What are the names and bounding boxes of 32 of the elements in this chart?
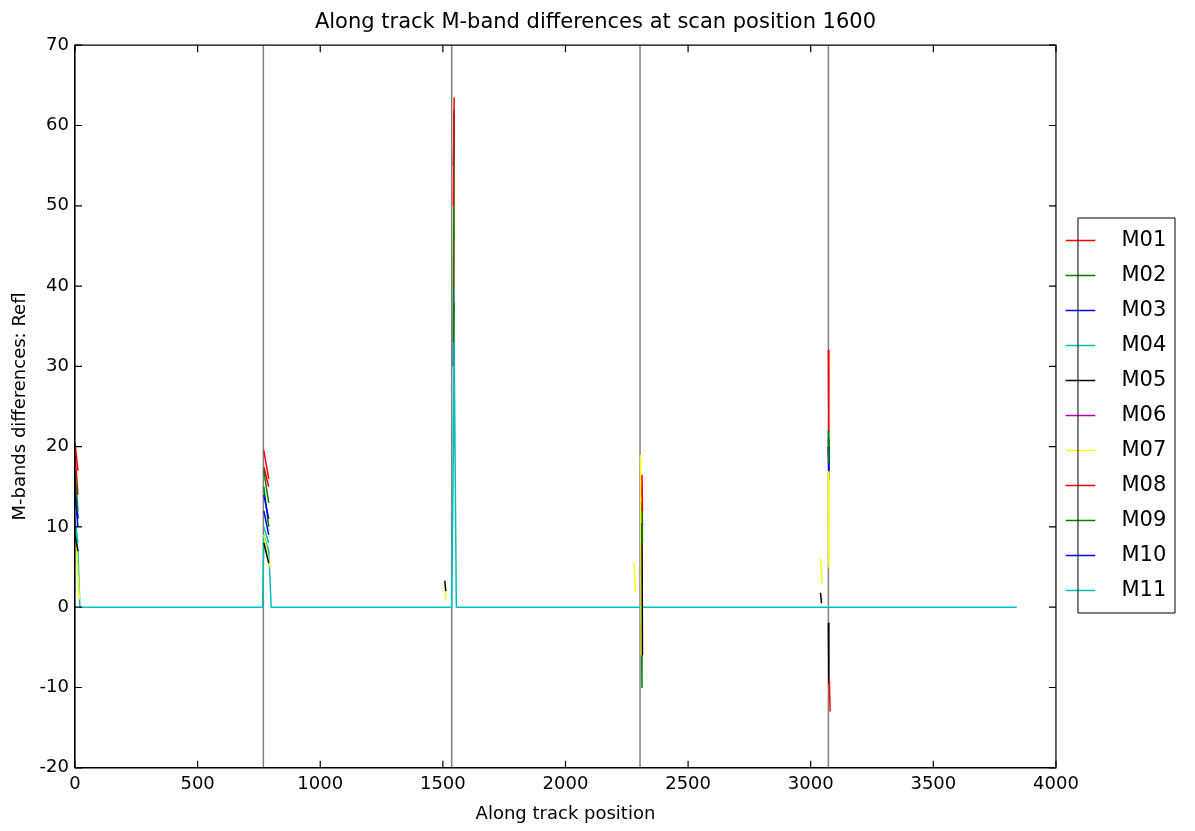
legend-label: M04 bbox=[1101, 331, 1174, 356]
x-axis-title: Along track position bbox=[475, 801, 656, 823]
y-tick-label: 40 bbox=[46, 273, 69, 295]
legend-label: M06 bbox=[1101, 401, 1174, 426]
x-tick-label: 2000 bbox=[542, 772, 589, 794]
x-tick-label: 1500 bbox=[419, 772, 466, 794]
legend-label: M10 bbox=[1101, 541, 1174, 566]
legend-label: M03 bbox=[1101, 296, 1174, 321]
legend-label: M05 bbox=[1101, 366, 1174, 391]
x-tick-label: 500 bbox=[180, 772, 215, 794]
x-tick-label: 4000 bbox=[1033, 772, 1079, 794]
y-tick-label: 0 bbox=[57, 594, 69, 616]
y-tick-label: 10 bbox=[46, 514, 69, 536]
legend-label: M08 bbox=[1101, 471, 1174, 496]
y-axis-title: M-bands differences: Refl bbox=[8, 292, 30, 521]
x-tick-label: 3500 bbox=[910, 772, 957, 794]
y-tick-label: -10 bbox=[39, 675, 69, 697]
x-tick-label: 1000 bbox=[297, 772, 344, 794]
y-tick-label: 30 bbox=[46, 354, 69, 376]
y-tick-label: -20 bbox=[39, 755, 69, 777]
x-tick-label: 3000 bbox=[787, 772, 834, 794]
x-tick-label: 2500 bbox=[665, 772, 712, 794]
y-tick-label: 50 bbox=[46, 193, 69, 215]
y-tick-label: 60 bbox=[46, 113, 69, 135]
legend-label: M09 bbox=[1101, 506, 1174, 531]
y-tick-label: 70 bbox=[46, 32, 69, 54]
chart-title: Along track M-band differences at scan position 1600 bbox=[314, 9, 877, 34]
legend-label: M11 bbox=[1101, 576, 1174, 601]
legend-label: M07 bbox=[1101, 436, 1174, 461]
legend-label: M02 bbox=[1101, 261, 1174, 286]
legend-label: M01 bbox=[1101, 226, 1174, 251]
y-tick-label: 20 bbox=[46, 434, 69, 456]
